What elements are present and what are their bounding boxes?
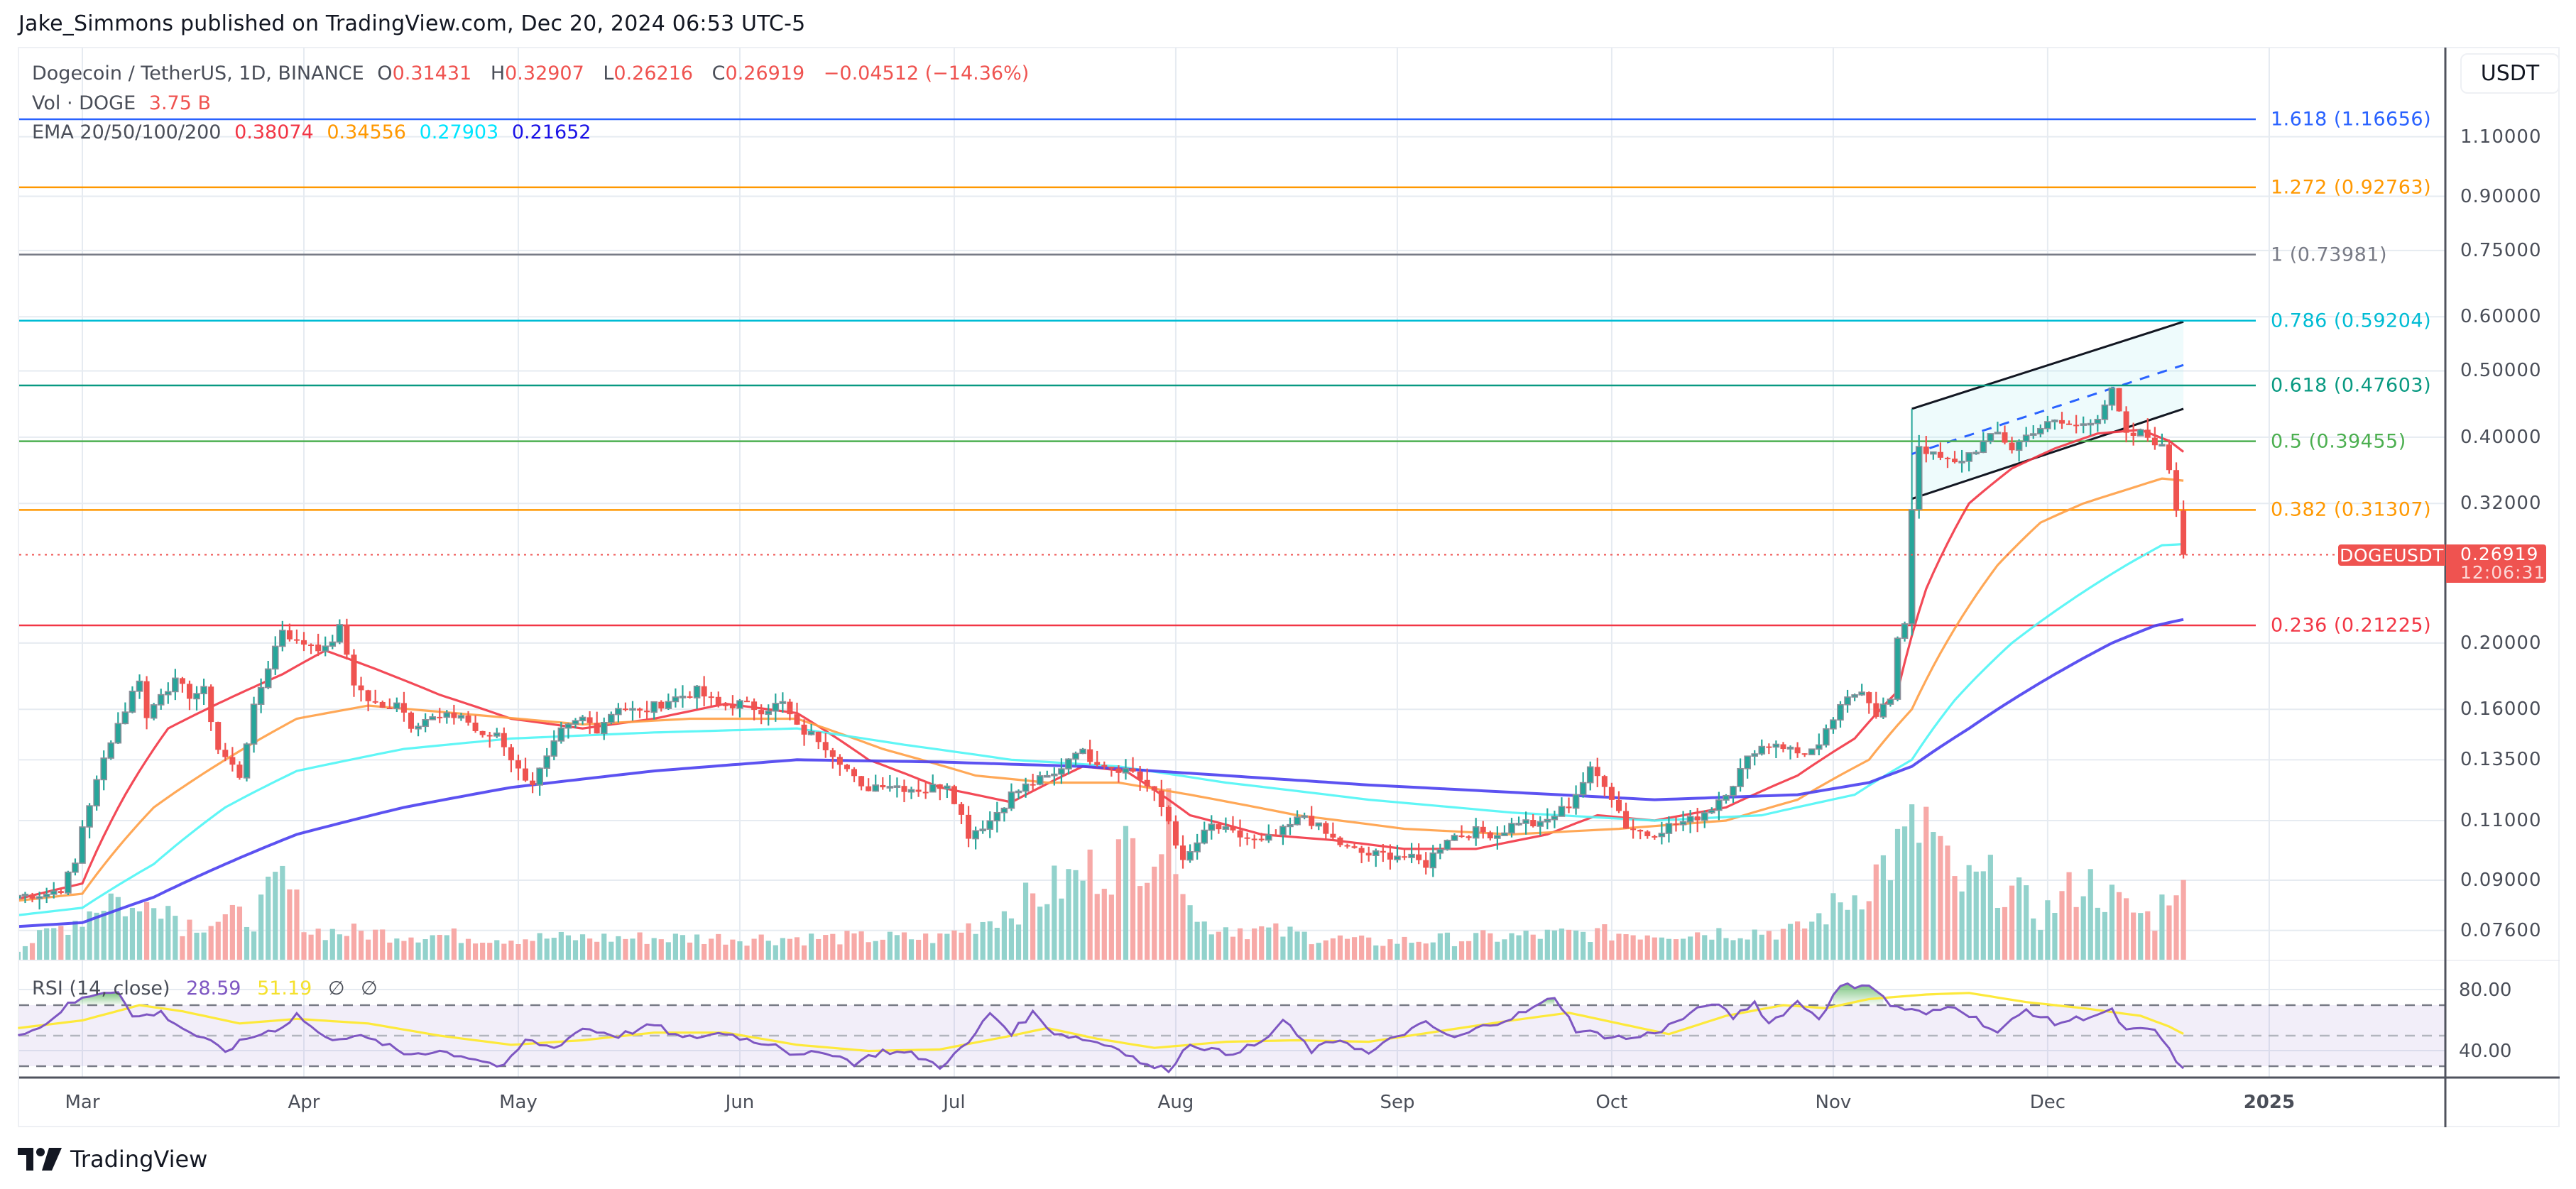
price-tick: 1.10000 (2460, 126, 2542, 148)
time-label: Jul (943, 1092, 966, 1113)
symbol-title[interactable]: Dogecoin / TetherUS, 1D, BINANCE (32, 62, 364, 84)
last-price-value: 0.26919 (2460, 544, 2539, 564)
rsi-na-1: ∅ (327, 977, 345, 999)
price-tick: 0.11000 (2460, 809, 2542, 831)
low-value: 0.26216 (613, 62, 694, 84)
last-price-tag: 0.26919 12:06:31 (2446, 544, 2546, 583)
bar-countdown: 12:06:31 (2460, 562, 2546, 583)
rsi-legend: RSI (14, close) 28.59 51.19 ∅ ∅ (32, 977, 388, 999)
close-label: C (711, 62, 726, 84)
high-label: H (490, 62, 506, 84)
tradingview-logo[interactable]: TradingView (18, 1146, 207, 1173)
volume-value: 3.75 B (148, 92, 211, 114)
currency-button[interactable]: USDT (2460, 53, 2560, 94)
rsi-label[interactable]: RSI (14, close) (32, 977, 170, 999)
volume-legend: Vol · DOGE 3.75 B (32, 92, 218, 114)
change-value: −0.04512 (−14.36%) (823, 62, 1030, 84)
price-tick: 0.16000 (2460, 698, 2542, 720)
rsi-na-2: ∅ (361, 977, 378, 999)
rsi-tick: 40.00 (2459, 1040, 2512, 1062)
fib-label: 1.272 (0.92763) (2271, 176, 2432, 199)
fib-label: 1.618 (1.16656) (2271, 108, 2432, 131)
fib-label: 1 (0.73981) (2271, 243, 2387, 266)
tradingview-logo-icon (18, 1148, 62, 1171)
price-tick: 0.50000 (2460, 360, 2542, 382)
chart-frame (18, 47, 2560, 1127)
close-value: 0.26919 (725, 62, 805, 84)
price-tick: 0.40000 (2460, 426, 2542, 448)
price-tick: 0.09000 (2460, 869, 2542, 891)
ema100-value: 0.27903 (419, 121, 499, 143)
fib-label: 0.5 (0.39455) (2271, 430, 2406, 453)
price-tick: 0.90000 (2460, 185, 2542, 207)
price-tick: 0.32000 (2460, 493, 2542, 515)
time-label: Jun (725, 1092, 755, 1113)
ema50-value: 0.34556 (327, 121, 406, 143)
time-label: Nov (1815, 1092, 1852, 1113)
symbol-price-tag: DOGEUSDT (2338, 544, 2445, 566)
ema-label[interactable]: EMA 20/50/100/200 (32, 121, 222, 143)
low-label: L (603, 62, 614, 84)
time-label: 2025 (2243, 1092, 2296, 1113)
fib-label: 0.618 (0.47603) (2271, 374, 2432, 397)
price-tick: 0.60000 (2460, 306, 2542, 328)
volume-label[interactable]: Vol · DOGE (32, 92, 136, 114)
ema200-value: 0.21652 (511, 121, 591, 143)
fib-label: 0.786 (0.59204) (2271, 309, 2432, 332)
price-tick: 0.13500 (2460, 749, 2542, 771)
symbol-legend: Dogecoin / TetherUS, 1D, BINANCE O0.3143… (32, 62, 1036, 84)
price-tick: 0.20000 (2460, 632, 2542, 654)
open-label: O (377, 62, 393, 84)
ema-legend: EMA 20/50/100/200 0.38074 0.34556 0.2790… (32, 121, 598, 143)
ema20-value: 0.38074 (234, 121, 314, 143)
time-label: Aug (1157, 1092, 1194, 1113)
publisher-line: Jake_Simmons published on TradingView.co… (18, 11, 806, 36)
rsi-value: 28.59 (186, 977, 241, 999)
price-tick: 0.75000 (2460, 239, 2542, 261)
rsi-tick: 80.00 (2459, 979, 2512, 1001)
fib-label: 0.236 (0.21225) (2271, 614, 2432, 637)
tradingview-brand: TradingView (70, 1146, 208, 1173)
time-label: Sep (1380, 1092, 1415, 1113)
open-value: 0.31431 (392, 62, 472, 84)
time-label: Apr (288, 1092, 320, 1113)
time-label: Mar (65, 1092, 100, 1113)
price-tick: 0.07600 (2460, 919, 2542, 941)
high-value: 0.32907 (505, 62, 584, 84)
time-label: Dec (2029, 1092, 2066, 1113)
fib-label: 0.382 (0.31307) (2271, 498, 2432, 521)
rsi-ma-value: 51.19 (257, 977, 312, 999)
time-label: May (499, 1092, 537, 1113)
time-label: Oct (1595, 1092, 1628, 1113)
